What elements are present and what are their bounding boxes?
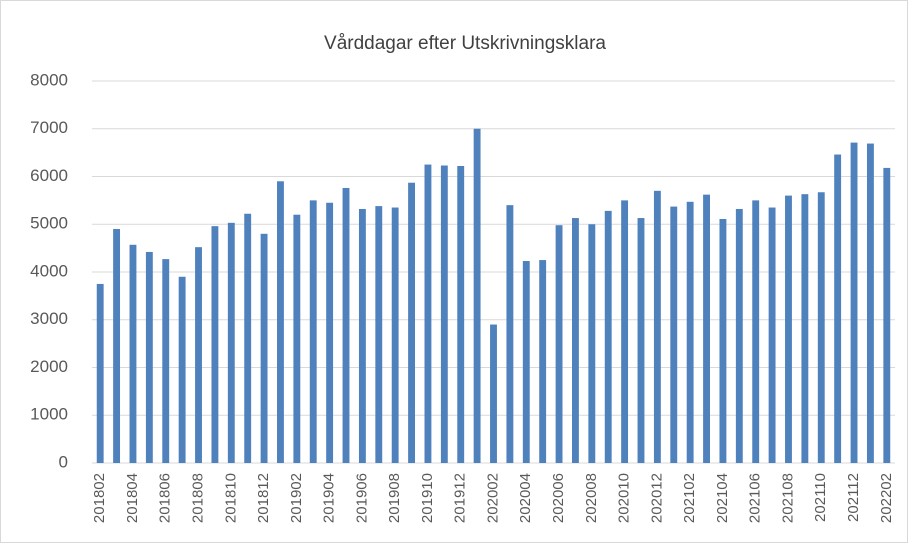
- bar: [834, 154, 842, 463]
- bar: [244, 213, 252, 463]
- bar: [703, 194, 710, 463]
- bar: [260, 233, 268, 463]
- x-tick-label: 201904: [321, 473, 338, 523]
- bar: [211, 226, 219, 463]
- x-tick-label: 201912: [452, 473, 469, 523]
- x-tick-label: 202108: [779, 473, 796, 523]
- bar: [735, 208, 743, 463]
- x-tick-label: 202106: [747, 473, 764, 523]
- bar: [457, 165, 465, 463]
- x-tick-label: 202104: [714, 473, 731, 523]
- bar: [227, 222, 235, 463]
- bar: [375, 206, 383, 464]
- x-tick-label: 202002: [484, 473, 501, 523]
- bar: [490, 324, 497, 463]
- bar: [571, 218, 579, 463]
- x-tick-label: 201810: [222, 473, 239, 523]
- y-tick-label: 6000: [30, 166, 68, 185]
- x-tick-label: 201908: [386, 473, 403, 523]
- bar: [522, 261, 530, 463]
- bar: [653, 190, 661, 463]
- bar: [391, 207, 399, 463]
- y-tick-label: 8000: [30, 70, 68, 89]
- bar: [670, 206, 678, 463]
- bar: [342, 187, 350, 463]
- bar: [277, 181, 284, 463]
- x-tick-label: 202010: [616, 473, 633, 523]
- bar: [195, 247, 202, 463]
- x-tick-label: 201812: [255, 473, 272, 523]
- bar: [309, 200, 317, 463]
- bar: [293, 214, 301, 463]
- bar: [326, 202, 334, 463]
- bar: [506, 205, 514, 463]
- x-tick-label: 201808: [189, 473, 206, 523]
- x-tick-label: 202110: [812, 473, 829, 522]
- bar: [883, 167, 891, 463]
- x-tick-label: 201910: [419, 473, 436, 523]
- bar: [440, 165, 448, 463]
- bar: [801, 194, 809, 464]
- x-tick-label: 202112: [845, 473, 862, 522]
- y-tick-label: 7000: [30, 118, 68, 137]
- bar: [637, 218, 645, 463]
- x-tick-label: 202006: [550, 473, 567, 523]
- x-tick-label: 201902: [288, 473, 305, 523]
- bar: [604, 210, 612, 463]
- x-tick-label: 201804: [124, 473, 141, 523]
- bar: [424, 164, 432, 463]
- bar: [817, 192, 825, 463]
- bar: [113, 229, 121, 463]
- x-tick-label: 201806: [157, 473, 174, 523]
- y-tick-label: 4000: [30, 261, 68, 280]
- chart-title: Vårddagar efter Utskrivningsklara: [324, 33, 606, 54]
- bar: [555, 225, 563, 463]
- bar: [129, 244, 137, 463]
- y-tick-label: 0: [59, 452, 68, 471]
- bar: [752, 200, 760, 463]
- bar: [145, 251, 153, 463]
- y-tick-label: 3000: [30, 309, 68, 328]
- x-tick-label: 201906: [353, 473, 370, 523]
- bar: [96, 283, 104, 463]
- x-tick-label: 202008: [583, 473, 600, 523]
- bar: [178, 276, 186, 463]
- bar: [358, 208, 366, 463]
- bar: [785, 195, 792, 463]
- bar: [162, 259, 170, 463]
- bar: [588, 224, 596, 463]
- bar: [768, 207, 776, 463]
- bar: [866, 143, 874, 464]
- x-tick-label: 202004: [517, 473, 534, 523]
- bar: [719, 218, 727, 463]
- x-tick-label: 202202: [878, 473, 895, 523]
- x-tick-label: 201802: [91, 473, 108, 523]
- bar: [686, 201, 694, 463]
- x-tick-label: 202102: [681, 473, 698, 523]
- y-tick-label: 5000: [30, 214, 68, 233]
- bar: [850, 142, 858, 463]
- bar: [621, 200, 629, 463]
- bar: [408, 182, 416, 463]
- y-tick-label: 2000: [30, 357, 68, 376]
- bar: [539, 260, 547, 463]
- y-tick-label: 1000: [30, 405, 68, 424]
- x-tick-label: 202012: [648, 473, 665, 523]
- bar: [473, 128, 481, 463]
